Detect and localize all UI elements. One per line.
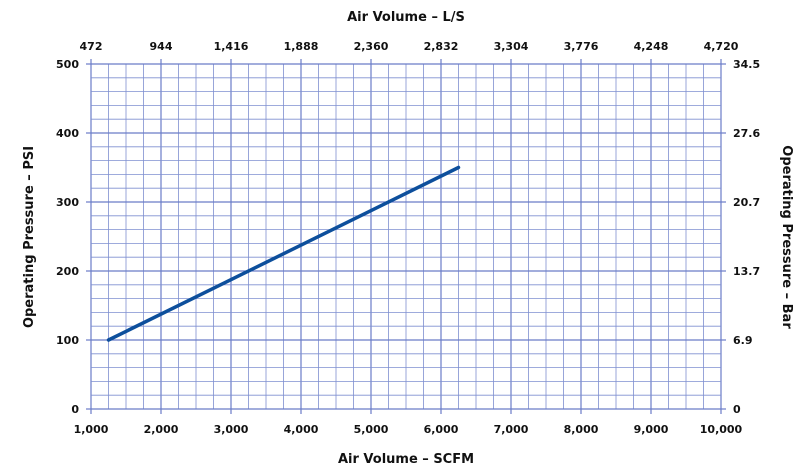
x-top-tick-label: 2,832 [424,40,459,53]
y-right-tick-label: 6.9 [733,334,753,347]
x-bottom-tick-label: 3,000 [214,423,249,436]
x-top-tick-label: 4,248 [634,40,669,53]
x-bottom-tick-label: 1,000 [74,423,109,436]
series-line [106,165,461,342]
x-bottom-tick-label: 6,000 [424,423,459,436]
y-left-tick-label: 100 [56,334,79,347]
y-left-tick-label: 500 [56,58,79,71]
x-bottom-tick-label: 9,000 [634,423,669,436]
right-axis-title: Operating Pressure – Bar [779,145,794,329]
series-lines [106,165,461,342]
left-axis-title: Operating Pressure – PSI [22,146,37,328]
y-left-tick-label: 400 [56,127,79,140]
x-bottom-tick-label: 5,000 [354,423,389,436]
y-right-tick-label: 34.5 [733,58,760,71]
x-top-tick-label: 1,416 [214,40,249,53]
y-right-tick-label: 27.6 [733,127,760,140]
x-bottom-tick-label: 4,000 [284,423,319,436]
x-top-tick-label: 944 [150,40,173,53]
x-top-tick-label: 2,360 [354,40,389,53]
y-left-tick-label: 200 [56,265,79,278]
x-top-tick-label: 472 [80,40,103,53]
top-axis-title: Air Volume – L/S [347,10,465,25]
tick-labels: 1,000 2,000 3,000 4,000 5,000 6,000 7,000 8,000… [56,40,760,436]
x-bottom-tick-label: 8,000 [564,423,599,436]
x-bottom-tick-label: 10,000 [700,423,743,436]
y-right-tick-label: 0 [733,403,741,416]
x-top-tick-label: 3,304 [494,40,529,53]
y-left-tick-label: 300 [56,196,79,209]
x-bottom-tick-label: 2,000 [144,423,179,436]
x-top-tick-label: 3,776 [564,40,599,53]
x-top-tick-label: 4,720 [704,40,739,53]
x-bottom-tick-label: 7,000 [494,423,529,436]
y-left-tick-label: 0 [71,403,79,416]
bottom-axis-title: Air Volume – SCFM [338,452,474,467]
y-right-tick-label: 13.7 [733,265,760,278]
y-right-tick-label: 20.7 [733,196,760,209]
chart-grid [86,59,726,414]
x-top-tick-label: 1,888 [284,40,319,53]
